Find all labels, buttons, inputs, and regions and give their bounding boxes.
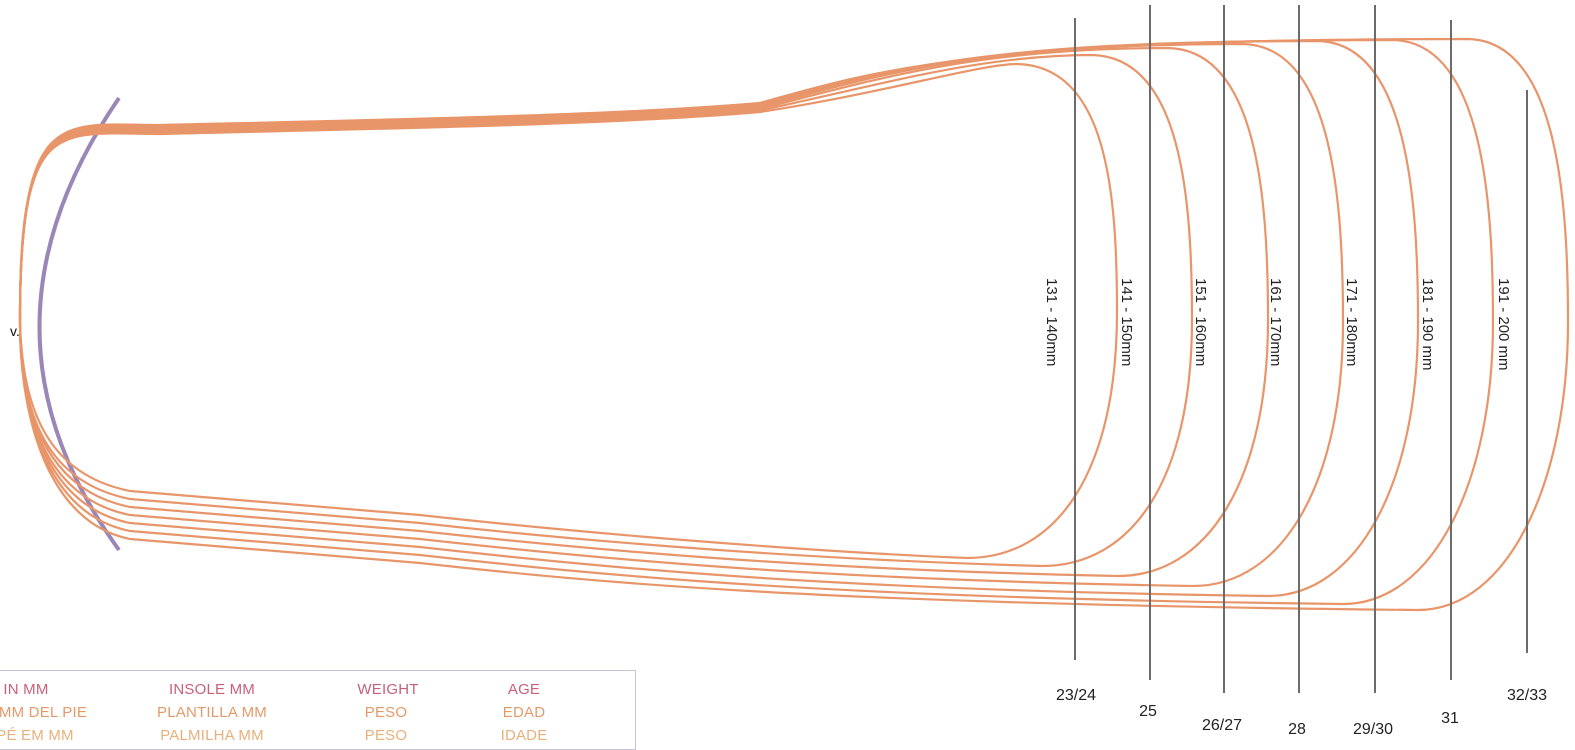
- legend-age-en: AGE: [507, 681, 541, 698]
- legend-age-es: EDAD: [502, 704, 546, 721]
- range-label-5: 171 - 180mm: [1343, 278, 1360, 366]
- size-label-5: 29/30: [1353, 721, 1393, 738]
- insole-outline-5: [18, 39, 1420, 598]
- insole-outline-4: [18, 42, 1345, 588]
- insole-outline-1: [18, 62, 1119, 560]
- size-lines: [1074, 5, 1528, 693]
- legend-foot-es: MM DEL PIE: [0, 704, 88, 721]
- insole-outline-2: [18, 53, 1194, 568]
- legend-foot-en: IN MM: [3, 681, 49, 698]
- legend-insole-pt: PALMILHA MM: [160, 727, 264, 744]
- size-label-6: 31: [1441, 710, 1459, 727]
- heel-arc: [37, 96, 121, 552]
- range-label-4: 161 - 170mm: [1267, 278, 1284, 366]
- legend-weight-pt: PESO: [364, 727, 408, 744]
- range-label-2: 141 - 150mm: [1118, 278, 1135, 366]
- legend-foot-pt: PÉ EM MM: [0, 727, 74, 744]
- insole-outlines: [18, 37, 1570, 612]
- insole-outline-6: [18, 38, 1495, 606]
- size-label-1: 23/24: [1056, 687, 1096, 704]
- size-labels: 23/24 25 26/27 28 29/30 31 32/33: [1056, 687, 1547, 738]
- legend-insole-es: PLANTILLA MM: [157, 704, 267, 721]
- range-label-3: 151 - 160mm: [1192, 278, 1209, 366]
- size-label-3: 26/27: [1202, 717, 1242, 734]
- size-label-4: 28: [1288, 721, 1306, 738]
- legend-insole-en: INSOLE MM: [169, 681, 255, 698]
- range-labels: 131 - 140mm 141 - 150mm 151 - 160mm 161 - 1…: [1043, 278, 1512, 371]
- insole-outline-3: [18, 46, 1270, 578]
- range-label-1: 131 - 140mm: [1043, 278, 1060, 366]
- size-label-2: 25: [1139, 703, 1157, 720]
- range-label-6: 181 - 190 mm: [1419, 278, 1436, 371]
- range-label-7: 191 - 200 mm: [1495, 278, 1512, 371]
- insole-outline-7: [18, 37, 1570, 612]
- legend-age-pt: IDADE: [500, 727, 548, 744]
- size-label-7: 32/33: [1507, 687, 1547, 704]
- legend-table: IN MM INSOLE MM WEIGHT AGE MM DEL PIE PL…: [0, 670, 636, 750]
- legend-weight-en: WEIGHT: [357, 681, 419, 698]
- legend-weight-es: PESO: [364, 704, 408, 721]
- heel-marker: v.: [10, 323, 20, 339]
